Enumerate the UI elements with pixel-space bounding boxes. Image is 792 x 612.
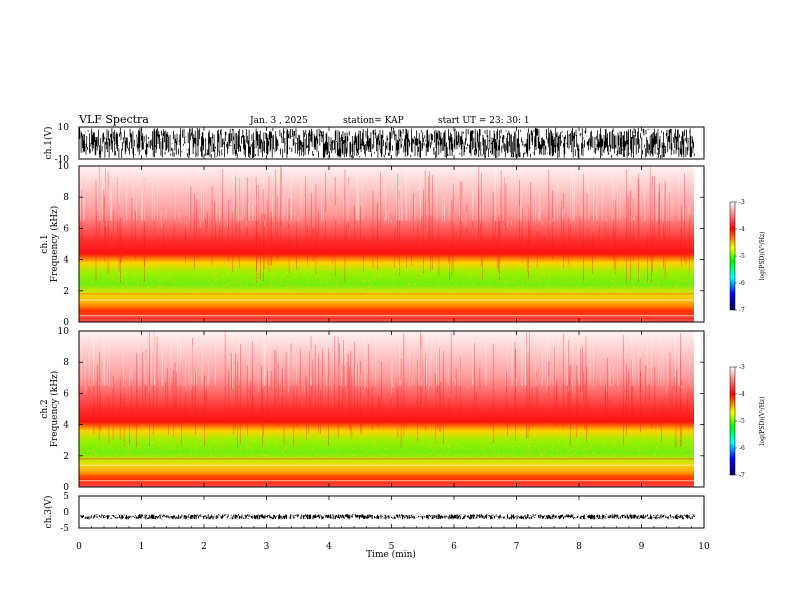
xtick-label: 9 <box>639 542 645 552</box>
ch3-waveform-trace <box>80 514 696 520</box>
ch1-colorbar-label: log(PSD)(V²/Hz) <box>759 232 766 281</box>
ch3-waveform-panel: 5 0 -5 ch.3(V) <box>43 492 705 534</box>
ch3-ylabel: ch.3(V) <box>43 496 54 529</box>
ch1-ytick-10: 10 <box>58 123 70 133</box>
spec-ytick-label: 8 <box>63 193 69 203</box>
xtick-label: 5 <box>389 542 395 552</box>
ch1-band-speckle <box>79 265 695 292</box>
ch1-spectrogram-chlabel: ch.1 <box>40 234 50 253</box>
xtick-label: 8 <box>576 542 582 552</box>
ch2-spectrogram-ylabel: Frequency (kHz) <box>49 371 60 448</box>
ch1-waveform-panel: 10 -10 ch.1(V) <box>43 123 705 165</box>
xtick-label: 6 <box>451 542 457 552</box>
xtick-label: 3 <box>264 542 270 552</box>
spec-ytick-label: 0 <box>63 483 69 493</box>
xtick-label: 0 <box>76 542 82 552</box>
ch1-waveform-line <box>79 127 695 159</box>
station-label: station= KAP <box>343 116 404 126</box>
spec-ytick-label: 4 <box>63 421 69 431</box>
ch1-waveform-trace <box>79 127 695 159</box>
ch1-ytick-neg10: -10 <box>55 155 70 165</box>
colorbar-tick-label: -7 <box>739 307 745 314</box>
ch3-ytick-0: 0 <box>63 508 69 518</box>
xtick-label: 2 <box>201 542 207 552</box>
ch3-waveform-frame <box>78 495 705 529</box>
date-label: Jan. 3 , 2025 <box>249 116 308 126</box>
spec-ytick-label: 6 <box>63 389 69 399</box>
xtick-label: 4 <box>326 542 332 552</box>
ch2-spectrogram-chlabel: ch.2 <box>40 399 50 418</box>
ch1-colorbar-ticks: -3 -4 -5 -6 -7 <box>735 199 745 314</box>
spec-ytick-label: 10 <box>58 327 70 337</box>
spec-ytick-label: 10 <box>58 162 70 172</box>
xtick-label: 7 <box>514 542 520 552</box>
xtick-label: 1 <box>139 542 145 552</box>
ch3-waveform-line <box>80 514 696 520</box>
ch3-ytick-neg5: -5 <box>60 524 69 534</box>
ch1-ylabel: ch.1(V) <box>43 127 54 160</box>
colorbar-tick-label: -7 <box>739 472 745 479</box>
ch2-band-speckle <box>79 433 692 460</box>
colorbar-tick-label: -3 <box>739 199 745 206</box>
ch1-spectrogram-ylabel: Frequency (kHz) <box>49 206 60 283</box>
spec-ytick-label: 0 <box>63 318 69 328</box>
colorbar-tick-label: -6 <box>739 445 745 452</box>
ch1-spectrogram-image <box>79 166 704 322</box>
ch2-colorbar-ticks: -3 -4 -5 -6 -7 <box>735 364 745 479</box>
colorbar-tick-label: -5 <box>739 253 745 260</box>
x-axis-label: Time (min) <box>366 549 416 560</box>
ch1-spectrogram-streaks <box>79 166 695 320</box>
spec-ytick-label: 2 <box>63 287 69 297</box>
xtick-label: 10 <box>698 542 710 552</box>
ch2-spectrogram-yticks: 0 2 4 6 8 10 <box>58 327 704 493</box>
spec-ytick-label: 2 <box>63 452 69 462</box>
ch1-faint-streaks <box>80 166 690 229</box>
ch1-spectrogram-yticks: 0 2 4 6 8 10 <box>58 162 704 328</box>
ch3-ytick-5: 5 <box>63 492 69 502</box>
ch1-spectrogram-blank-tail <box>694 166 704 322</box>
spec-ytick-label: 4 <box>63 256 69 266</box>
colorbar-tick-label: -3 <box>739 364 745 371</box>
ch1-colorbar <box>729 201 736 311</box>
start-ut-label: start UT = 23: 30: 1 <box>438 116 530 126</box>
ch2-colorbar-label: log(PSD)(V²/Hz) <box>759 397 766 446</box>
figure-title: VLF Spectra <box>78 113 149 126</box>
colorbar-tick-label: -6 <box>739 280 745 287</box>
ch2-spectrogram-blank-tail <box>694 331 704 487</box>
ch2-impulse-streaks <box>88 331 695 448</box>
ch2-spectrogram-image <box>79 331 704 487</box>
ch2-faint-streaks <box>81 331 695 394</box>
colorbar-tick-label: -4 <box>739 226 745 233</box>
colorbar-tick-label: -4 <box>739 391 745 398</box>
ch2-colorbar <box>729 366 736 476</box>
colorbar-tick-label: -5 <box>739 418 745 425</box>
ch2-spectrogram-streaks <box>79 331 695 485</box>
x-axis-ticks: 0 1 2 3 4 5 6 7 8 9 10 <box>76 127 710 552</box>
spec-ytick-label: 6 <box>63 224 69 234</box>
spec-ytick-label: 8 <box>63 358 69 368</box>
